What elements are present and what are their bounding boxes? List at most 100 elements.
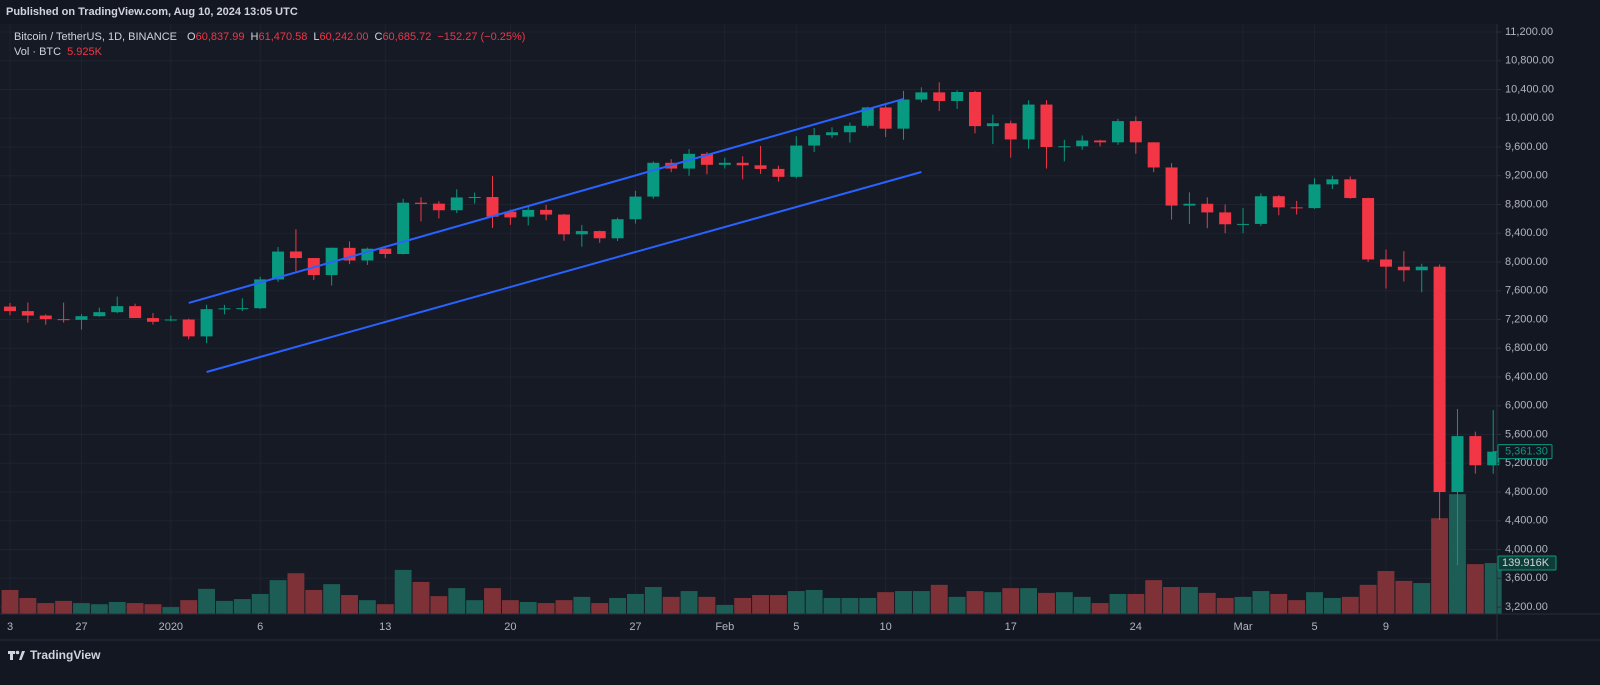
y-tick-label: 5,200.00: [1505, 457, 1548, 469]
candle-body: [754, 165, 767, 169]
volume-bar: [734, 597, 752, 614]
legend-value: 60,242.00: [320, 31, 369, 43]
y-tick-label: 8,400.00: [1505, 227, 1548, 239]
candle-body: [1219, 212, 1232, 225]
x-tick-label: Feb: [715, 621, 734, 633]
y-tick-label: 3,200.00: [1505, 601, 1548, 613]
plot-area: [0, 24, 1497, 614]
candle-body: [1469, 436, 1482, 466]
volume-title: Vol · BTC: [14, 46, 61, 58]
candle-body: [629, 196, 642, 220]
x-tick-label: 5: [793, 621, 799, 633]
candle-body: [218, 308, 231, 310]
x-tick-label: 17: [1005, 621, 1017, 633]
volume-bar: [55, 600, 73, 614]
legend-value: 60,685.72: [382, 31, 431, 43]
candle-body: [236, 308, 249, 310]
volume-bar: [1413, 583, 1431, 614]
y-tick-label: 6,000.00: [1505, 400, 1548, 412]
volume-bar: [1073, 596, 1091, 614]
candle-body: [826, 132, 839, 136]
x-tick-label: 5: [1311, 621, 1317, 633]
volume-bar: [805, 589, 823, 614]
candle-body: [379, 248, 392, 255]
trendline: [188, 98, 904, 304]
candle-body: [397, 202, 410, 255]
candle-body: [915, 92, 928, 100]
volume-bar: [466, 600, 484, 614]
volume-bar: [966, 591, 984, 614]
volume-bar: [1091, 603, 1109, 614]
candle-body: [1004, 123, 1017, 140]
x-tick-label: 27: [629, 621, 641, 633]
x-tick-label: 6: [257, 621, 263, 633]
logo: [8, 650, 25, 660]
candle-body: [415, 202, 428, 204]
volume: [1, 494, 1502, 614]
y-tick-label: 7,600.00: [1505, 285, 1548, 297]
candle-body: [700, 153, 713, 165]
volume-bar: [930, 584, 948, 614]
volume-bar: [198, 588, 216, 614]
candle-body: [1076, 140, 1089, 147]
volume-now: 5.925K: [67, 46, 103, 58]
volume-bar: [859, 597, 877, 614]
candle-body: [1397, 266, 1410, 271]
candle-body: [1362, 198, 1375, 260]
candle-body: [790, 145, 803, 177]
volume-bar: [841, 597, 859, 614]
legend: Bitcoin / TetherUS, 1D, BINANCE O60,837.9…: [14, 31, 525, 43]
y-tick-label: 4,400.00: [1505, 515, 1548, 527]
y-tick-label: 4,800.00: [1505, 486, 1548, 498]
candle-body: [1147, 142, 1160, 168]
candle-body: [808, 135, 821, 146]
last-price-box: [1497, 444, 1553, 460]
legend-value: 61,470.58: [258, 31, 307, 43]
volume-bar: [519, 601, 537, 614]
candle-body: [1201, 203, 1214, 213]
x-tick-label: 3: [7, 621, 13, 633]
candle-body: [986, 123, 999, 127]
volume-bar: [1002, 588, 1020, 614]
y-tick-label: 3,600.00: [1505, 572, 1548, 584]
x-tick-label: 27: [75, 621, 87, 633]
volume-bar: [769, 595, 787, 614]
volume-bar: [1431, 518, 1449, 614]
y-tick-label: 6,400.00: [1505, 371, 1548, 383]
volume-bar: [984, 592, 1002, 614]
candle-body: [504, 211, 517, 218]
candle-body: [540, 209, 553, 215]
volume-bar: [180, 600, 198, 614]
y-tick-label: 5,600.00: [1505, 428, 1548, 440]
volume-bar: [394, 569, 412, 614]
candles: [4, 82, 1500, 566]
candle-body: [1344, 179, 1357, 199]
last-volume-label: 139.916K: [1502, 557, 1550, 569]
volume-bar: [1341, 596, 1359, 614]
volume-bar: [233, 599, 251, 614]
volume-legend: Vol · BTC 5.925K: [14, 46, 103, 58]
y-tick-label: 8,000.00: [1505, 256, 1548, 268]
trendline: [206, 171, 922, 373]
candle-body: [75, 316, 88, 320]
candle-body: [272, 251, 285, 280]
footer-brand: TradingView: [30, 648, 101, 662]
volume-bar: [1020, 588, 1038, 614]
volume-bar: [1270, 593, 1288, 614]
volume-bar: [573, 596, 591, 614]
volume-bar: [662, 596, 680, 614]
volume-bar: [1038, 592, 1055, 614]
candle-body: [951, 91, 964, 101]
volume-bar: [1306, 592, 1323, 614]
candle-body: [1290, 207, 1303, 209]
legend-value: 60,837.99: [196, 31, 245, 43]
logo-part: [19, 651, 25, 660]
candle-body: [57, 319, 70, 321]
y-tick-label: 6,800.00: [1505, 342, 1548, 354]
candle-body: [718, 162, 731, 165]
candle-body: [1237, 223, 1250, 225]
volume-bar: [90, 604, 108, 614]
candle-body: [1058, 146, 1071, 148]
volume-bar: [19, 597, 37, 614]
